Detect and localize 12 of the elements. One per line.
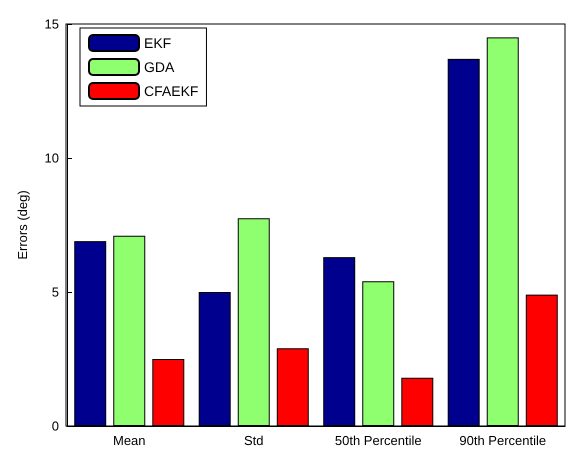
y-tick-label: 10: [44, 150, 59, 166]
x-tick-label: 50th Percentile: [334, 433, 422, 448]
x-tick-label: Std: [244, 433, 264, 448]
legend-label: GDA: [144, 59, 175, 75]
legend-label: CFAEKF: [144, 83, 198, 99]
y-axis-title: Errors (deg): [15, 190, 30, 260]
y-tick-label: 15: [44, 16, 59, 32]
x-tick-label: 90th Percentile: [459, 433, 546, 448]
x-tick-label: Mean: [112, 433, 146, 448]
legend-label: EKF: [144, 35, 172, 51]
y-tick-label: 0: [52, 418, 59, 434]
y-tick-label: 5: [52, 284, 59, 300]
